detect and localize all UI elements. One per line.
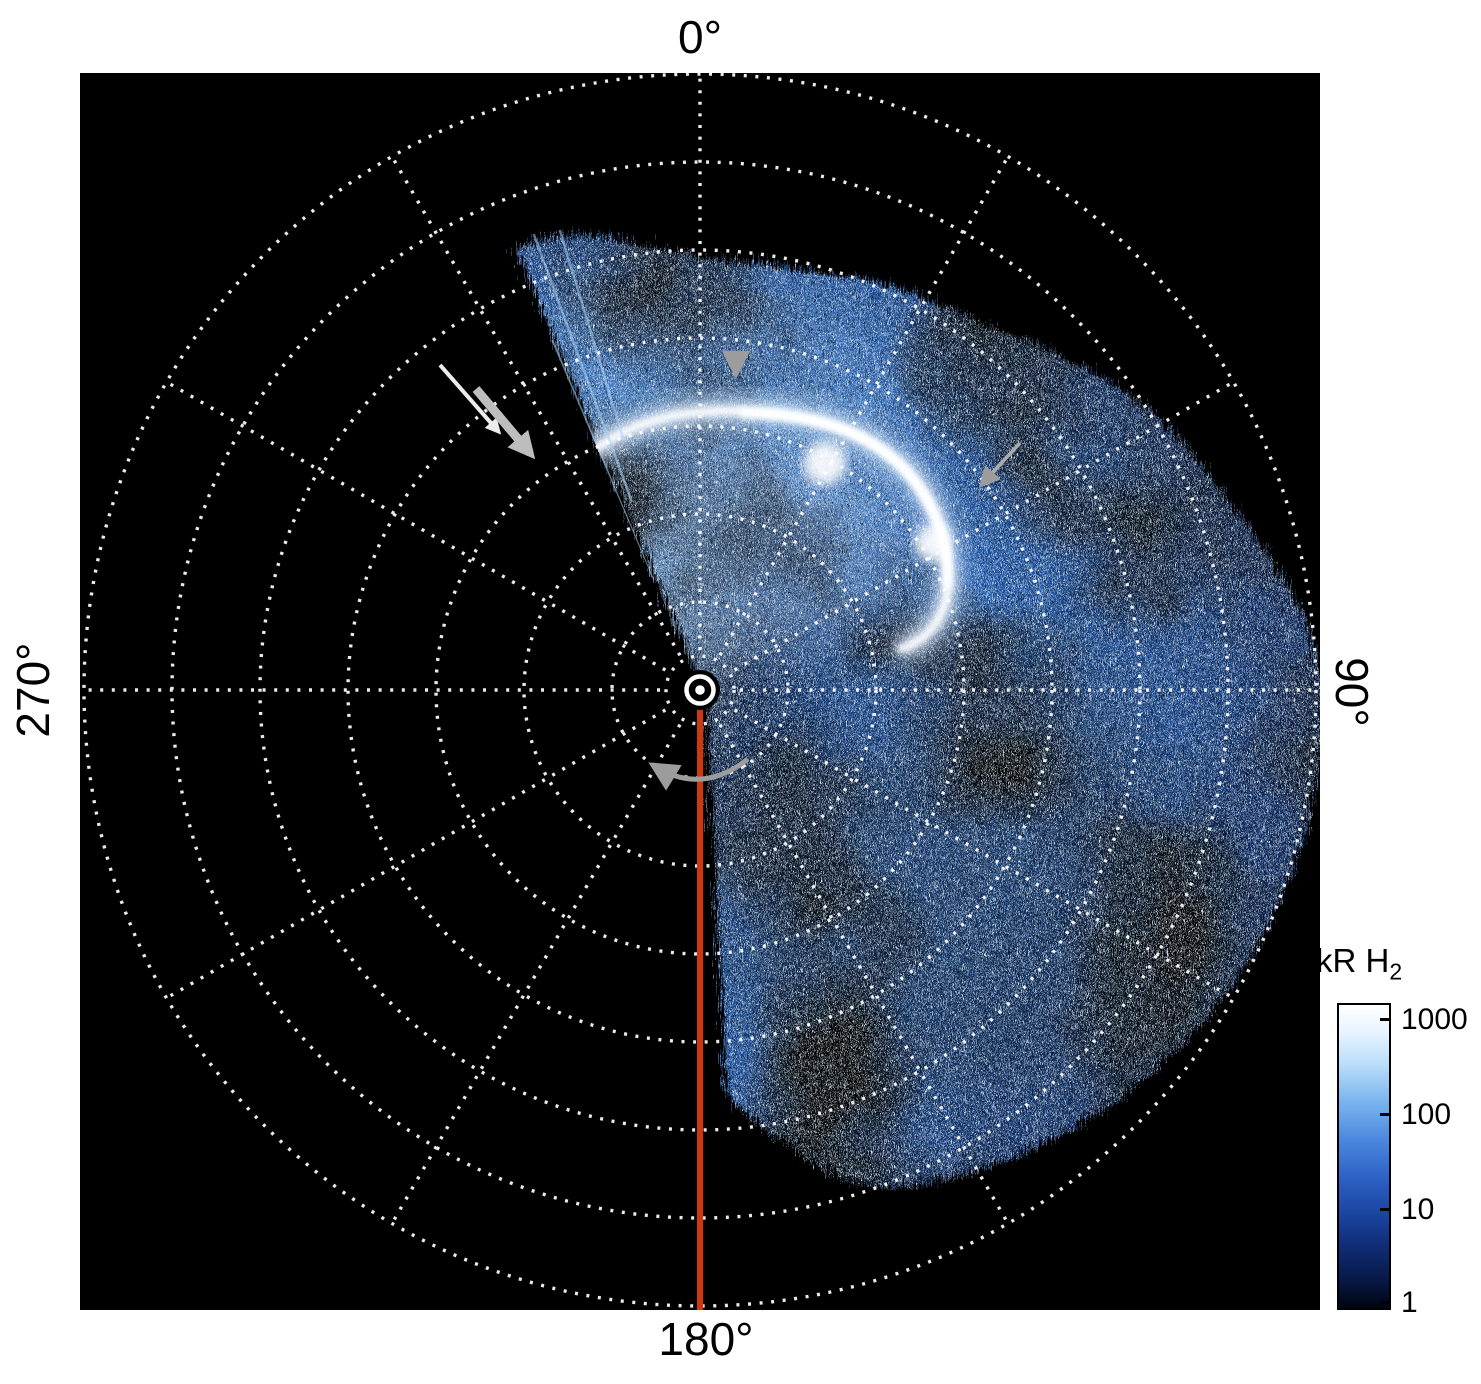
- colorbar-tick-100: 100: [1401, 1098, 1452, 1131]
- colorbar-tick-10: 10: [1401, 1193, 1435, 1226]
- angle-label-0: 0°: [678, 11, 722, 63]
- bright-spot: [914, 525, 950, 561]
- polar-grid: [82, 73, 1318, 1308]
- grid-ring: [434, 424, 966, 956]
- polar-plot-area: [80, 73, 1320, 1310]
- scan-streak: [510, 229, 634, 503]
- angle-label-180: 180°: [658, 1313, 754, 1365]
- grid-ring: [258, 248, 1142, 1132]
- annotation-arrow-east-icon: [978, 441, 1022, 488]
- colorbar-ticks: 1000 100 10 1: [1401, 1003, 1481, 1319]
- annotation-curved-arrow-icon: [648, 757, 750, 791]
- grid-ring: [522, 512, 878, 868]
- angle-label-90: 90°: [1326, 657, 1378, 727]
- auroral-arc: [510, 229, 966, 1181]
- pole-marker-dot: [695, 685, 705, 695]
- colorbar-tick-mark: [1380, 1208, 1389, 1211]
- pole-marker-icon: [680, 670, 720, 710]
- colorbar-tick-mark: [1380, 1301, 1389, 1304]
- grid-ring: [82, 73, 1318, 1308]
- colorbar-tick-1000: 1000: [1401, 1003, 1468, 1036]
- annotation-arrowhead-top-icon: [722, 351, 750, 379]
- colorbar-title: kR H2: [1316, 942, 1402, 986]
- pole-marker-ring: [684, 674, 716, 706]
- colorbar-title-main: kR H: [1316, 942, 1390, 979]
- colorbar-tick-mark: [1380, 1018, 1389, 1021]
- colorbar-gradient: [1337, 1003, 1391, 1310]
- bright-spot: [803, 441, 847, 485]
- grid-ring: [664, 654, 736, 726]
- angle-label-270: 270°: [7, 642, 59, 738]
- annotations: [438, 351, 1022, 791]
- grid-ring: [346, 336, 1054, 1044]
- annotation-arrow-thick-icon: [472, 386, 536, 460]
- colorbar-tick-mark: [1380, 1113, 1389, 1116]
- annotation-arrow-thin-icon: [438, 363, 502, 435]
- aurora-polar-image: [80, 73, 1320, 1310]
- colorbar-title-sub: 2: [1389, 958, 1403, 985]
- colorbar-tick-1: 1: [1401, 1286, 1418, 1319]
- scan-streak: [523, 229, 626, 442]
